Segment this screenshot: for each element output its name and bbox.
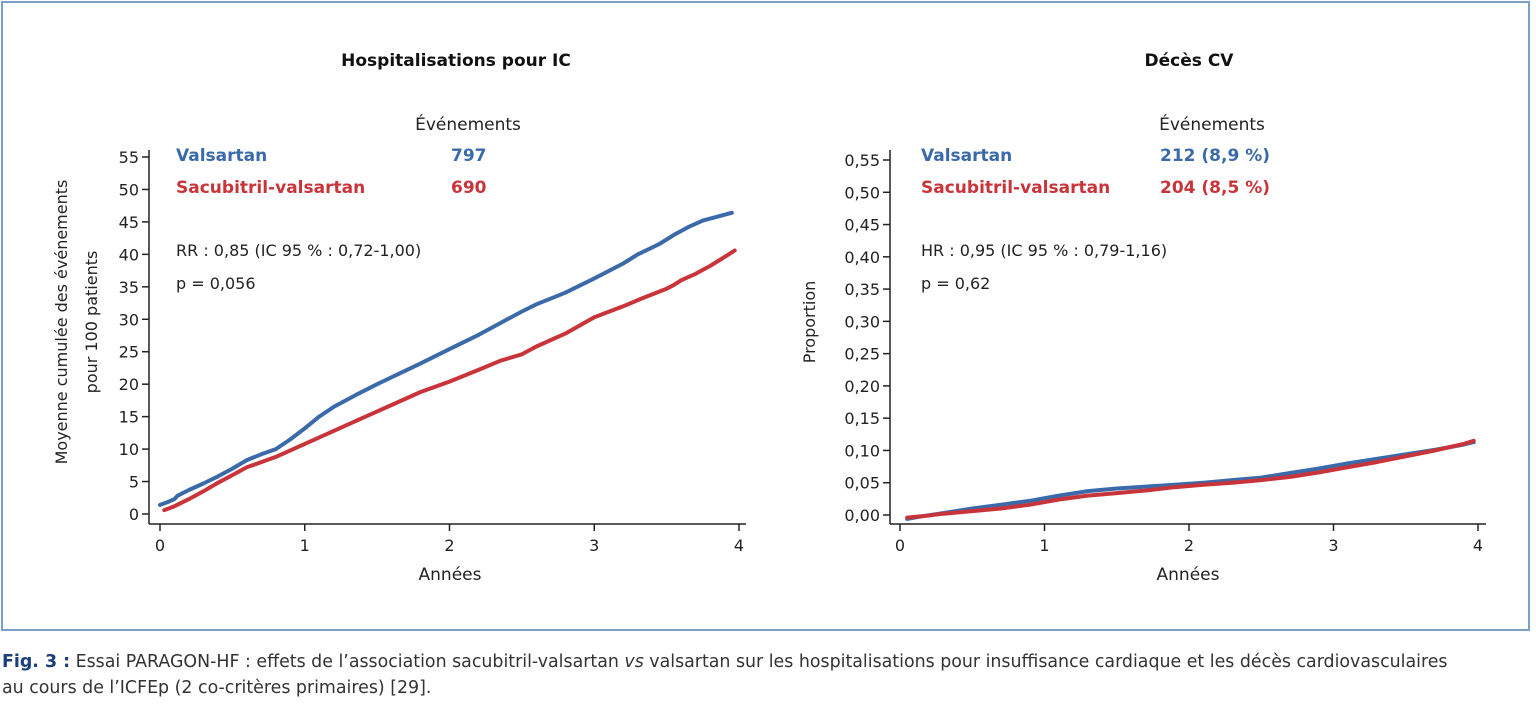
- y-tick-label: 0,50: [844, 183, 880, 202]
- y-tick-label: 50: [119, 180, 139, 199]
- caption-text-2: valsartan sur les hospitalisations pour …: [643, 652, 1448, 672]
- stat-p-value: p = 0,62: [921, 274, 990, 293]
- y-tick-label: 40: [119, 245, 139, 264]
- stat-p-value: p = 0,056: [176, 274, 256, 293]
- y-tick-label: 15: [119, 408, 139, 427]
- x-tick-label: 3: [589, 536, 599, 555]
- series-line-sacubitril-valsartan: [905, 438, 1476, 520]
- y-tick-label: 0,10: [844, 441, 880, 460]
- axis-ticks: 0,00 0,05 0,10 0,15 0,20 0,25 0,30 0,35 0,40 0,45…: [844, 151, 1483, 555]
- y-tick-label: 0: [129, 505, 139, 524]
- x-axis-label: Années: [1157, 565, 1220, 585]
- events-header: Événements: [415, 113, 521, 135]
- y-tick-label: 0,00: [844, 506, 880, 525]
- y-tick-label: 30: [119, 310, 139, 329]
- y-tick-label: 0,40: [844, 248, 880, 267]
- legend-sacubitril-events: 690: [451, 178, 487, 198]
- y-tick-label: 0,25: [844, 345, 880, 364]
- caption-line-2: au cours de l’ICFEp (2 co-critères prima…: [2, 678, 432, 698]
- chart-title: Décès CV: [1145, 51, 1235, 71]
- plot-series: [158, 210, 737, 513]
- figure-frame: [1, 1, 1530, 631]
- chart-title: Hospitalisations pour IC: [341, 51, 571, 71]
- plot-series: [905, 438, 1476, 521]
- y-tick-label: 0,15: [844, 409, 880, 428]
- x-tick-label: 4: [734, 536, 744, 555]
- y-axis-label-line-2: pour 100 patients: [82, 251, 101, 394]
- stat-hr: HR : 0,95 (IC 95 % : 0,79-1,16): [921, 241, 1167, 260]
- legend-valsartan-label: Valsartan: [921, 146, 1012, 166]
- legend-sacubitril-label: Sacubitril-valsartan: [921, 178, 1110, 198]
- chart-hospitalisations: Hospitalisations pour IC Événements Vals…: [52, 51, 746, 585]
- x-axis-label: Années: [419, 565, 482, 585]
- y-tick-label: 0,30: [844, 312, 880, 331]
- legend-valsartan-label: Valsartan: [176, 146, 267, 166]
- y-axis-label-line-1: Moyenne cumulée des événements: [52, 180, 71, 465]
- caption-label: Fig. 3 :: [2, 652, 71, 672]
- y-tick-label: 0,45: [844, 216, 880, 235]
- caption-line-1: Fig. 3 : Essai PARAGON-HF : effets de l’…: [2, 649, 1534, 675]
- y-tick-label: 0,20: [844, 377, 880, 396]
- y-tick-label: 10: [119, 440, 139, 459]
- figure-caption: Fig. 3 : Essai PARAGON-HF : effets de l’…: [2, 649, 1534, 701]
- chart-deces-cv: Décès CV Événements Valsartan 212 (8,9 %…: [800, 51, 1486, 585]
- legend-sacubitril-events: 204 (8,5 %): [1160, 178, 1270, 198]
- y-tick-label: 0,35: [844, 280, 880, 299]
- events-header: Événements: [1159, 113, 1265, 135]
- axis-ticks: 0 5 10 15 20 25 30 35 40 45 50 55 0 1 2 3 4: [119, 148, 744, 555]
- y-tick-label: 55: [119, 148, 139, 167]
- y-tick-label: 45: [119, 213, 139, 232]
- y-tick-label: 0,55: [844, 151, 880, 170]
- y-tick-label: 0,05: [844, 474, 880, 493]
- y-tick-label: 35: [119, 278, 139, 297]
- series-line-valsartan: [158, 210, 734, 507]
- y-tick-label: 20: [119, 375, 139, 394]
- x-tick-label: 1: [1039, 536, 1049, 555]
- legend-valsartan-events: 797: [451, 146, 487, 166]
- y-tick-label: 5: [129, 473, 139, 492]
- charts-canvas: Hospitalisations pour IC Événements Vals…: [52, 51, 1486, 585]
- x-tick-label: 0: [895, 536, 905, 555]
- caption-text-1: Essai PARAGON-HF : effets de l’associati…: [70, 652, 625, 672]
- x-tick-label: 2: [1184, 536, 1194, 555]
- y-tick-label: 25: [119, 343, 139, 362]
- x-tick-label: 2: [444, 536, 454, 555]
- y-axis-label: Proportion: [800, 281, 819, 364]
- x-tick-label: 0: [155, 536, 165, 555]
- caption-vs: vs: [624, 652, 644, 672]
- legend-valsartan-events: 212 (8,9 %): [1160, 146, 1270, 166]
- x-tick-label: 4: [1473, 536, 1483, 555]
- series-line-valsartan: [905, 440, 1476, 521]
- x-tick-label: 1: [300, 536, 310, 555]
- series-line-sacubitril-valsartan: [162, 248, 737, 513]
- x-tick-label: 3: [1328, 536, 1338, 555]
- legend-sacubitril-label: Sacubitril-valsartan: [176, 178, 365, 198]
- stat-rr: RR : 0,85 (IC 95 % : 0,72-1,00): [176, 241, 421, 260]
